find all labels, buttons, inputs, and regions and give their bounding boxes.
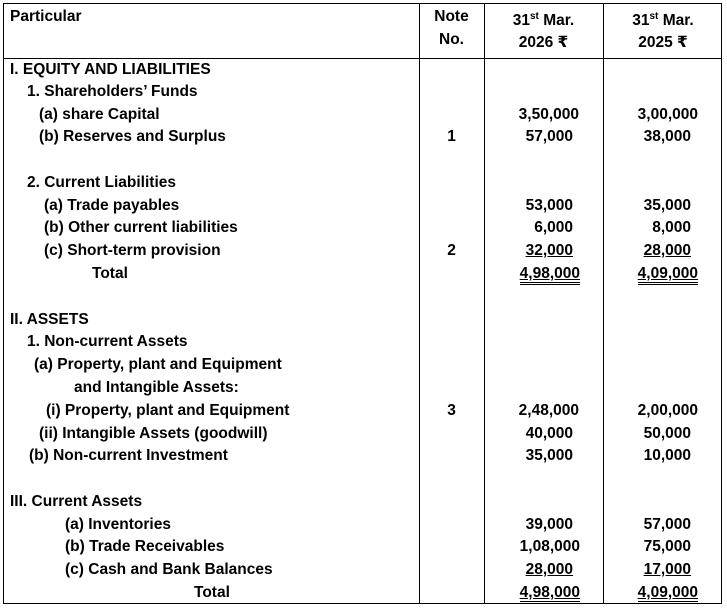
row-label: (b) Trade Receivables bbox=[65, 538, 225, 555]
row-label: (a) Property, plant and Equipment bbox=[34, 356, 282, 373]
value-2026: 32,000 bbox=[525, 242, 573, 259]
value-2026: 40,000 bbox=[525, 425, 573, 442]
row-label: (ii) Intangible Assets (goodwill) bbox=[39, 425, 268, 442]
value-2025: 50,000 bbox=[643, 425, 691, 442]
value-2025: 75,000 bbox=[643, 538, 691, 555]
section-equity-liabilities: I. EQUITY AND LIABILITIES bbox=[10, 61, 211, 78]
value-2025: 35,000 bbox=[643, 197, 691, 214]
value-2026: 1,08,000 bbox=[519, 538, 580, 555]
row-label: (c) Short-term provision bbox=[44, 242, 221, 259]
header-particular: Particular bbox=[10, 8, 82, 25]
subsection-shareholders-funds: 1. Shareholders’ Funds bbox=[27, 83, 198, 100]
column-divider bbox=[603, 4, 604, 603]
note-number: 3 bbox=[447, 402, 456, 419]
value-2026: 3,50,000 bbox=[518, 106, 579, 123]
value-2026: 2,48,000 bbox=[518, 402, 579, 419]
note-number: 2 bbox=[447, 242, 456, 259]
row-label: (a) Inventories bbox=[65, 516, 171, 533]
row-label: (b) Non-current Investment bbox=[29, 447, 228, 464]
value-2026: 6,000 bbox=[534, 219, 573, 236]
total-2025: 4,09,000 bbox=[637, 584, 698, 604]
row-label: (a) Trade payables bbox=[44, 197, 180, 214]
value-2026: 39,000 bbox=[525, 516, 573, 533]
header-2025-date: 31st Mar. bbox=[632, 11, 694, 29]
row-label: (c) Cash and Bank Balances bbox=[65, 561, 273, 578]
row-label: (a) share Capital bbox=[39, 106, 160, 123]
row-label: (i) Property, plant and Equipment bbox=[46, 402, 290, 419]
row-label: (b) Reserves and Surplus bbox=[39, 128, 226, 145]
value-2025: 2,00,000 bbox=[637, 402, 698, 419]
row-label: and Intangible Assets: bbox=[74, 379, 239, 396]
value-2026: 57,000 bbox=[525, 128, 573, 145]
header-2026-date: 31st Mar. bbox=[512, 11, 575, 29]
total-label: Total bbox=[194, 584, 230, 601]
subsection-non-current-assets: 1. Non-current Assets bbox=[27, 333, 188, 350]
column-divider bbox=[419, 4, 420, 603]
column-divider bbox=[484, 4, 485, 603]
header-2026-year: 2026 ₹ bbox=[518, 34, 569, 51]
header-2025-year: 2025 ₹ bbox=[638, 34, 688, 51]
section-current-assets: III. Current Assets bbox=[10, 493, 143, 510]
value-2025: 38,000 bbox=[643, 128, 691, 145]
value-2026: 53,000 bbox=[525, 197, 573, 214]
value-2025: 28,000 bbox=[643, 242, 691, 259]
value-2025: 57,000 bbox=[643, 516, 691, 533]
section-assets: II. ASSETS bbox=[10, 311, 89, 328]
total-2025: 4,09,000 bbox=[637, 265, 698, 285]
value-2025: 17,000 bbox=[643, 561, 691, 578]
value-2025: 3,00,000 bbox=[637, 106, 698, 123]
total-2026: 4,98,000 bbox=[519, 584, 580, 604]
value-2026: 35,000 bbox=[525, 447, 573, 464]
value-2025: 10,000 bbox=[643, 447, 691, 464]
balance-sheet-table: Particular Note No. 31st Mar. 2026 ₹ 31s… bbox=[3, 3, 722, 604]
subsection-current-liabilities: 2. Current Liabilities bbox=[27, 174, 177, 191]
header-note-line2: No. bbox=[439, 31, 464, 48]
note-number: 1 bbox=[447, 128, 456, 145]
header-divider bbox=[4, 58, 721, 59]
header-note-line1: Note bbox=[434, 8, 469, 25]
total-2026: 4,98,000 bbox=[519, 265, 580, 285]
total-label: Total bbox=[92, 265, 128, 282]
value-2025: 8,000 bbox=[652, 219, 691, 236]
row-label: (b) Other current liabilities bbox=[44, 219, 238, 236]
value-2026: 28,000 bbox=[525, 561, 573, 578]
